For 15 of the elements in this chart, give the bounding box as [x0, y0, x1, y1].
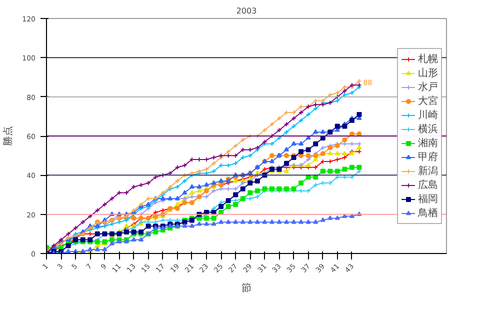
legend-label: 川崎: [418, 108, 438, 122]
legend-label: 札幌: [418, 52, 438, 66]
legend-label: 山形: [418, 66, 438, 80]
chart-title: 2003: [236, 6, 257, 16]
legend-label: 横浜: [418, 122, 438, 136]
x-axis-title: 節: [242, 283, 252, 294]
legend-label: 甲府: [418, 150, 438, 164]
legend-label: 湘南: [418, 136, 438, 150]
legend-label: 広島: [418, 178, 438, 192]
legend-label: 新潟: [418, 164, 438, 178]
y-axis-title: 勝点: [2, 126, 14, 146]
legend-label: 大宮: [418, 94, 438, 108]
legend-label: 水戸: [418, 80, 438, 94]
legend-label: 鳥栖: [418, 206, 438, 220]
legend-label: 福岡: [418, 192, 438, 206]
